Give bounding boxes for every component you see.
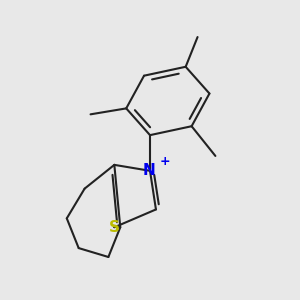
Text: +: + bbox=[160, 155, 170, 168]
Text: S: S bbox=[109, 220, 120, 235]
Text: N: N bbox=[142, 163, 155, 178]
